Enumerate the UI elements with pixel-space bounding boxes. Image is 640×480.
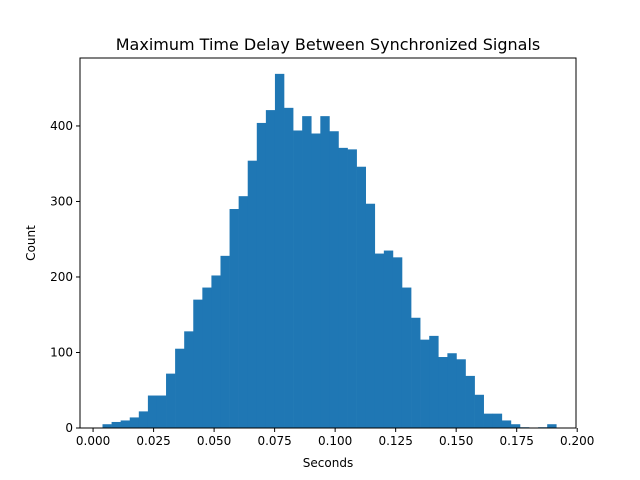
axes-frame — [79, 57, 577, 429]
y-tick-label: 400 — [50, 119, 73, 133]
x-tick-label: 0.175 — [500, 434, 534, 448]
histogram-bar — [429, 335, 439, 428]
histogram-bar — [456, 359, 466, 428]
histogram-bar — [420, 339, 430, 428]
y-tick-label: 0 — [65, 421, 73, 435]
bars-group — [102, 73, 557, 429]
x-tick-label: 0.125 — [378, 434, 412, 448]
x-tick-label: 0.150 — [439, 434, 473, 448]
histogram-bar — [311, 133, 321, 428]
histogram-bar — [356, 166, 366, 429]
x-axis-ticks: 0.000 0.025 0.050 0.075 0.100 0.125 0.150 0.175… — [76, 428, 594, 448]
histogram-bar — [202, 287, 212, 428]
histogram-bar — [284, 107, 294, 428]
histogram-bar — [465, 375, 475, 428]
x-tick-label: 0.075 — [257, 434, 291, 448]
histogram-bar — [120, 420, 131, 428]
histogram-bar — [438, 357, 448, 428]
histogram-bar — [193, 299, 203, 428]
histogram-bar — [411, 317, 421, 428]
histogram-bar — [374, 253, 385, 428]
x-tick-label: 0.000 — [76, 434, 110, 448]
histogram-bar — [256, 122, 267, 428]
histogram-bar — [401, 287, 412, 428]
histogram-bar — [211, 275, 221, 428]
histogram-bar — [329, 131, 339, 429]
histogram-bar — [347, 149, 357, 428]
histogram-bar — [175, 348, 185, 428]
histogram-bar — [274, 73, 285, 429]
histogram-bar — [447, 353, 457, 428]
histogram-bar — [220, 255, 230, 428]
histogram-bar — [147, 395, 158, 428]
histogram-bar — [238, 196, 249, 428]
x-tick-label: 0.100 — [318, 434, 352, 448]
histogram-bar — [156, 395, 167, 428]
y-tick-label: 300 — [50, 194, 73, 208]
histogram-bar — [392, 257, 403, 428]
histogram-bar — [247, 160, 258, 428]
histogram-bar — [365, 203, 376, 428]
x-tick-label: 0.025 — [136, 434, 170, 448]
histogram-bar — [293, 130, 303, 429]
histogram-bar — [129, 417, 140, 428]
histogram-bar — [229, 209, 239, 428]
chart-title: Maximum Time Delay Between Synchronized … — [116, 35, 541, 54]
y-tick-label: 100 — [50, 345, 73, 359]
histogram-bar — [184, 331, 194, 428]
histogram-bar — [501, 420, 512, 428]
histogram-bar — [474, 394, 484, 428]
histogram-bar — [102, 424, 112, 428]
x-tick-label: 0.200 — [560, 434, 594, 448]
histogram-bar — [492, 413, 503, 428]
histogram-bar — [111, 421, 121, 428]
histogram-bar — [510, 424, 521, 428]
histogram-bar — [166, 373, 176, 428]
y-axis-label: Count — [24, 225, 38, 261]
y-axis-ticks: 0 100 200 300 400 — [50, 119, 80, 435]
x-tick-label: 0.050 — [197, 434, 231, 448]
histogram-bar — [483, 413, 494, 428]
histogram-bar — [547, 424, 557, 428]
x-axis-label: Seconds — [303, 456, 353, 470]
histogram-bar — [265, 110, 276, 428]
histogram-bar — [338, 147, 348, 429]
histogram-bar — [138, 411, 149, 428]
y-tick-label: 200 — [50, 270, 73, 284]
histogram-bar — [302, 116, 312, 428]
histogram-bar — [320, 116, 330, 428]
histogram-bar — [383, 250, 394, 428]
